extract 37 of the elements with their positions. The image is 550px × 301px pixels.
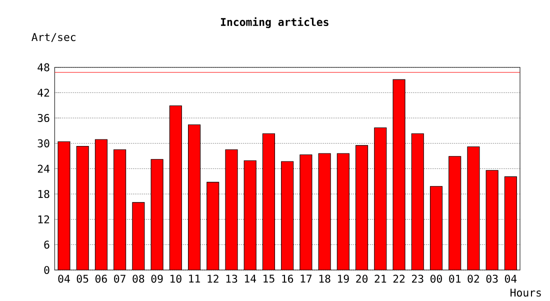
- y-tick-label: 0: [44, 266, 50, 274]
- x-tick-label: 02: [468, 274, 479, 283]
- y-tick-label: 30: [38, 139, 50, 148]
- x-tick-label: 23: [412, 274, 424, 283]
- x-tick-label: 18: [319, 274, 330, 283]
- x-tick-label: 22: [393, 274, 405, 283]
- y-tick-label: 48: [38, 63, 50, 72]
- y-tick-label: 24: [38, 164, 50, 173]
- x-tick-label: 10: [170, 274, 182, 283]
- x-tick-label: 17: [300, 274, 312, 282]
- x-tick-label: 04: [504, 274, 517, 283]
- x-tick-label: 08: [132, 274, 144, 283]
- y-axis-title: Art/sec: [32, 33, 76, 42]
- x-tick-label: 05: [76, 274, 88, 283]
- x-tick-label: 00: [430, 274, 442, 283]
- x-tick-label: 13: [226, 274, 238, 283]
- x-tick-label: 19: [338, 274, 349, 283]
- y-tick-label: 6: [44, 240, 50, 249]
- y-tick-label: 36: [38, 114, 50, 122]
- x-tick-label: 03: [486, 274, 498, 283]
- x-tick-label: 20: [356, 274, 368, 283]
- y-tick-label: 42: [38, 88, 50, 97]
- x-tick-label: 21: [374, 274, 386, 283]
- x-tick-label: 14: [244, 274, 256, 282]
- x-tick-label: 12: [208, 274, 218, 283]
- x-tick-label: 09: [151, 274, 163, 283]
- y-tick-label: 18: [38, 190, 50, 198]
- x-tick-label: 07: [114, 274, 126, 283]
- x-tick-label: 01: [449, 274, 461, 283]
- x-tick-label: 06: [95, 274, 107, 283]
- x-tick-label: 04: [58, 274, 70, 283]
- x-tick-label: 11: [189, 274, 200, 282]
- chart-title: Incoming articles: [220, 17, 328, 28]
- y-tick-label: 12: [38, 215, 50, 224]
- x-tick-label: 16: [282, 274, 294, 283]
- x-tick-label: 15: [264, 274, 274, 283]
- x-axis-title: Hours: [510, 288, 541, 297]
